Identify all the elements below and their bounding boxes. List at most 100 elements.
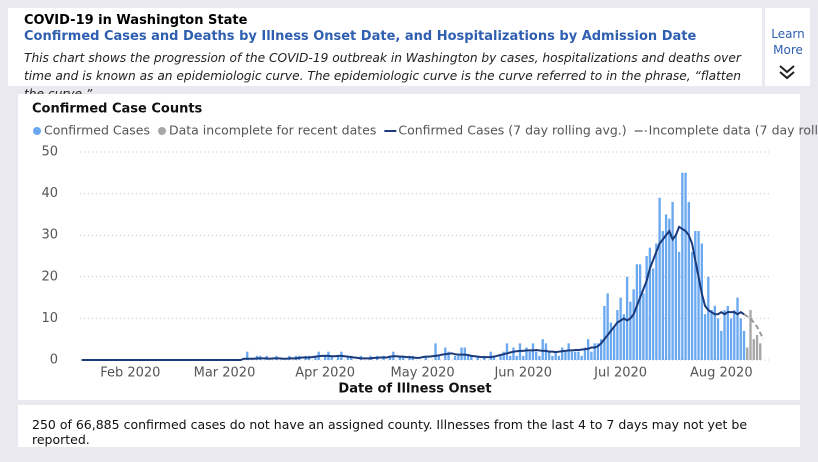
y-tick-label: 10 <box>41 311 58 326</box>
bar <box>700 243 703 360</box>
x-tick-label: Mar 2020 <box>194 366 256 381</box>
bar <box>434 343 437 360</box>
bar <box>580 355 583 360</box>
bar <box>567 343 570 360</box>
bar <box>723 310 726 360</box>
bar <box>437 355 440 360</box>
bar <box>492 355 496 360</box>
x-axis-label: Date of Illness Onset <box>338 382 491 397</box>
bar <box>638 264 642 360</box>
bar <box>548 351 551 360</box>
legend-label: Data incomplete for recent dates <box>169 123 376 138</box>
y-tick-label: 40 <box>41 186 58 201</box>
bar <box>551 355 554 360</box>
bar <box>538 355 541 360</box>
bar <box>635 264 639 360</box>
bar <box>466 355 470 360</box>
bar <box>401 355 405 360</box>
x-tick-label: Aug 2020 <box>690 366 753 381</box>
bar <box>681 172 684 360</box>
legend-label: Incomplete data (7 day rolling avg.) <box>649 123 818 138</box>
y-tick-label: 20 <box>41 269 58 284</box>
bar <box>512 347 515 360</box>
bar <box>671 201 674 360</box>
line <box>743 313 765 340</box>
bar <box>752 339 755 360</box>
bar <box>658 197 661 360</box>
bar <box>570 351 574 360</box>
bar <box>664 214 668 360</box>
bar <box>606 293 609 360</box>
bar <box>716 318 720 360</box>
bar <box>684 172 687 360</box>
bar <box>577 351 580 360</box>
bar <box>535 351 538 360</box>
bar <box>574 351 577 360</box>
footnote-card: 250 of 66,885 confirmed cases do not hav… <box>18 405 800 447</box>
bar <box>398 355 402 360</box>
bar <box>561 347 564 360</box>
bar <box>541 339 544 360</box>
bar <box>687 201 690 360</box>
bar <box>531 343 535 360</box>
bar <box>603 305 606 360</box>
bar <box>739 318 742 360</box>
bar <box>690 251 694 360</box>
x-tick-label: May 2020 <box>391 366 455 381</box>
x-tick-label: Feb 2020 <box>100 366 160 381</box>
legend-label: Confirmed Cases <box>44 123 150 138</box>
bar <box>314 355 317 360</box>
bar <box>736 297 739 360</box>
bar <box>593 343 596 360</box>
bar <box>720 330 723 360</box>
bar <box>703 314 707 360</box>
bar <box>616 310 619 360</box>
bar <box>625 276 629 360</box>
bar <box>726 305 729 360</box>
bar <box>674 235 678 360</box>
x-tick-label: Jul 2020 <box>593 366 647 381</box>
bar <box>746 347 749 360</box>
legend-swatch <box>157 127 166 135</box>
bar <box>645 256 648 360</box>
bar <box>733 310 736 360</box>
bar <box>707 276 710 360</box>
learn-more-link[interactable]: Learn More <box>771 27 805 57</box>
bar <box>499 355 502 360</box>
bar <box>476 355 479 360</box>
bar <box>457 355 460 360</box>
footnote: 250 of 66,885 confirmed cases do not hav… <box>32 417 748 447</box>
bar <box>729 318 733 360</box>
bar <box>522 355 525 360</box>
bar <box>651 268 655 360</box>
bar <box>346 355 350 360</box>
bar <box>583 347 587 360</box>
bar <box>330 355 333 360</box>
bar <box>632 289 635 360</box>
bar <box>742 330 746 360</box>
bar <box>648 247 652 360</box>
bar <box>323 355 327 360</box>
legend-swatch <box>33 127 41 135</box>
bar <box>755 335 759 360</box>
bar <box>554 351 557 360</box>
bar <box>629 301 632 360</box>
line <box>81 225 745 361</box>
bar <box>697 231 700 360</box>
bar <box>622 314 626 360</box>
bar <box>661 231 665 360</box>
bar <box>424 355 427 360</box>
bar <box>612 326 616 360</box>
bar <box>336 355 340 360</box>
bar <box>590 351 593 360</box>
bar <box>599 339 603 360</box>
bar <box>505 343 509 360</box>
learn-more-panel[interactable]: Learn More <box>765 8 810 86</box>
bar <box>609 322 613 360</box>
bar <box>447 351 450 360</box>
y-tick-label: 50 <box>41 145 58 160</box>
bar <box>677 251 681 360</box>
expand-chevron[interactable] <box>777 64 797 80</box>
